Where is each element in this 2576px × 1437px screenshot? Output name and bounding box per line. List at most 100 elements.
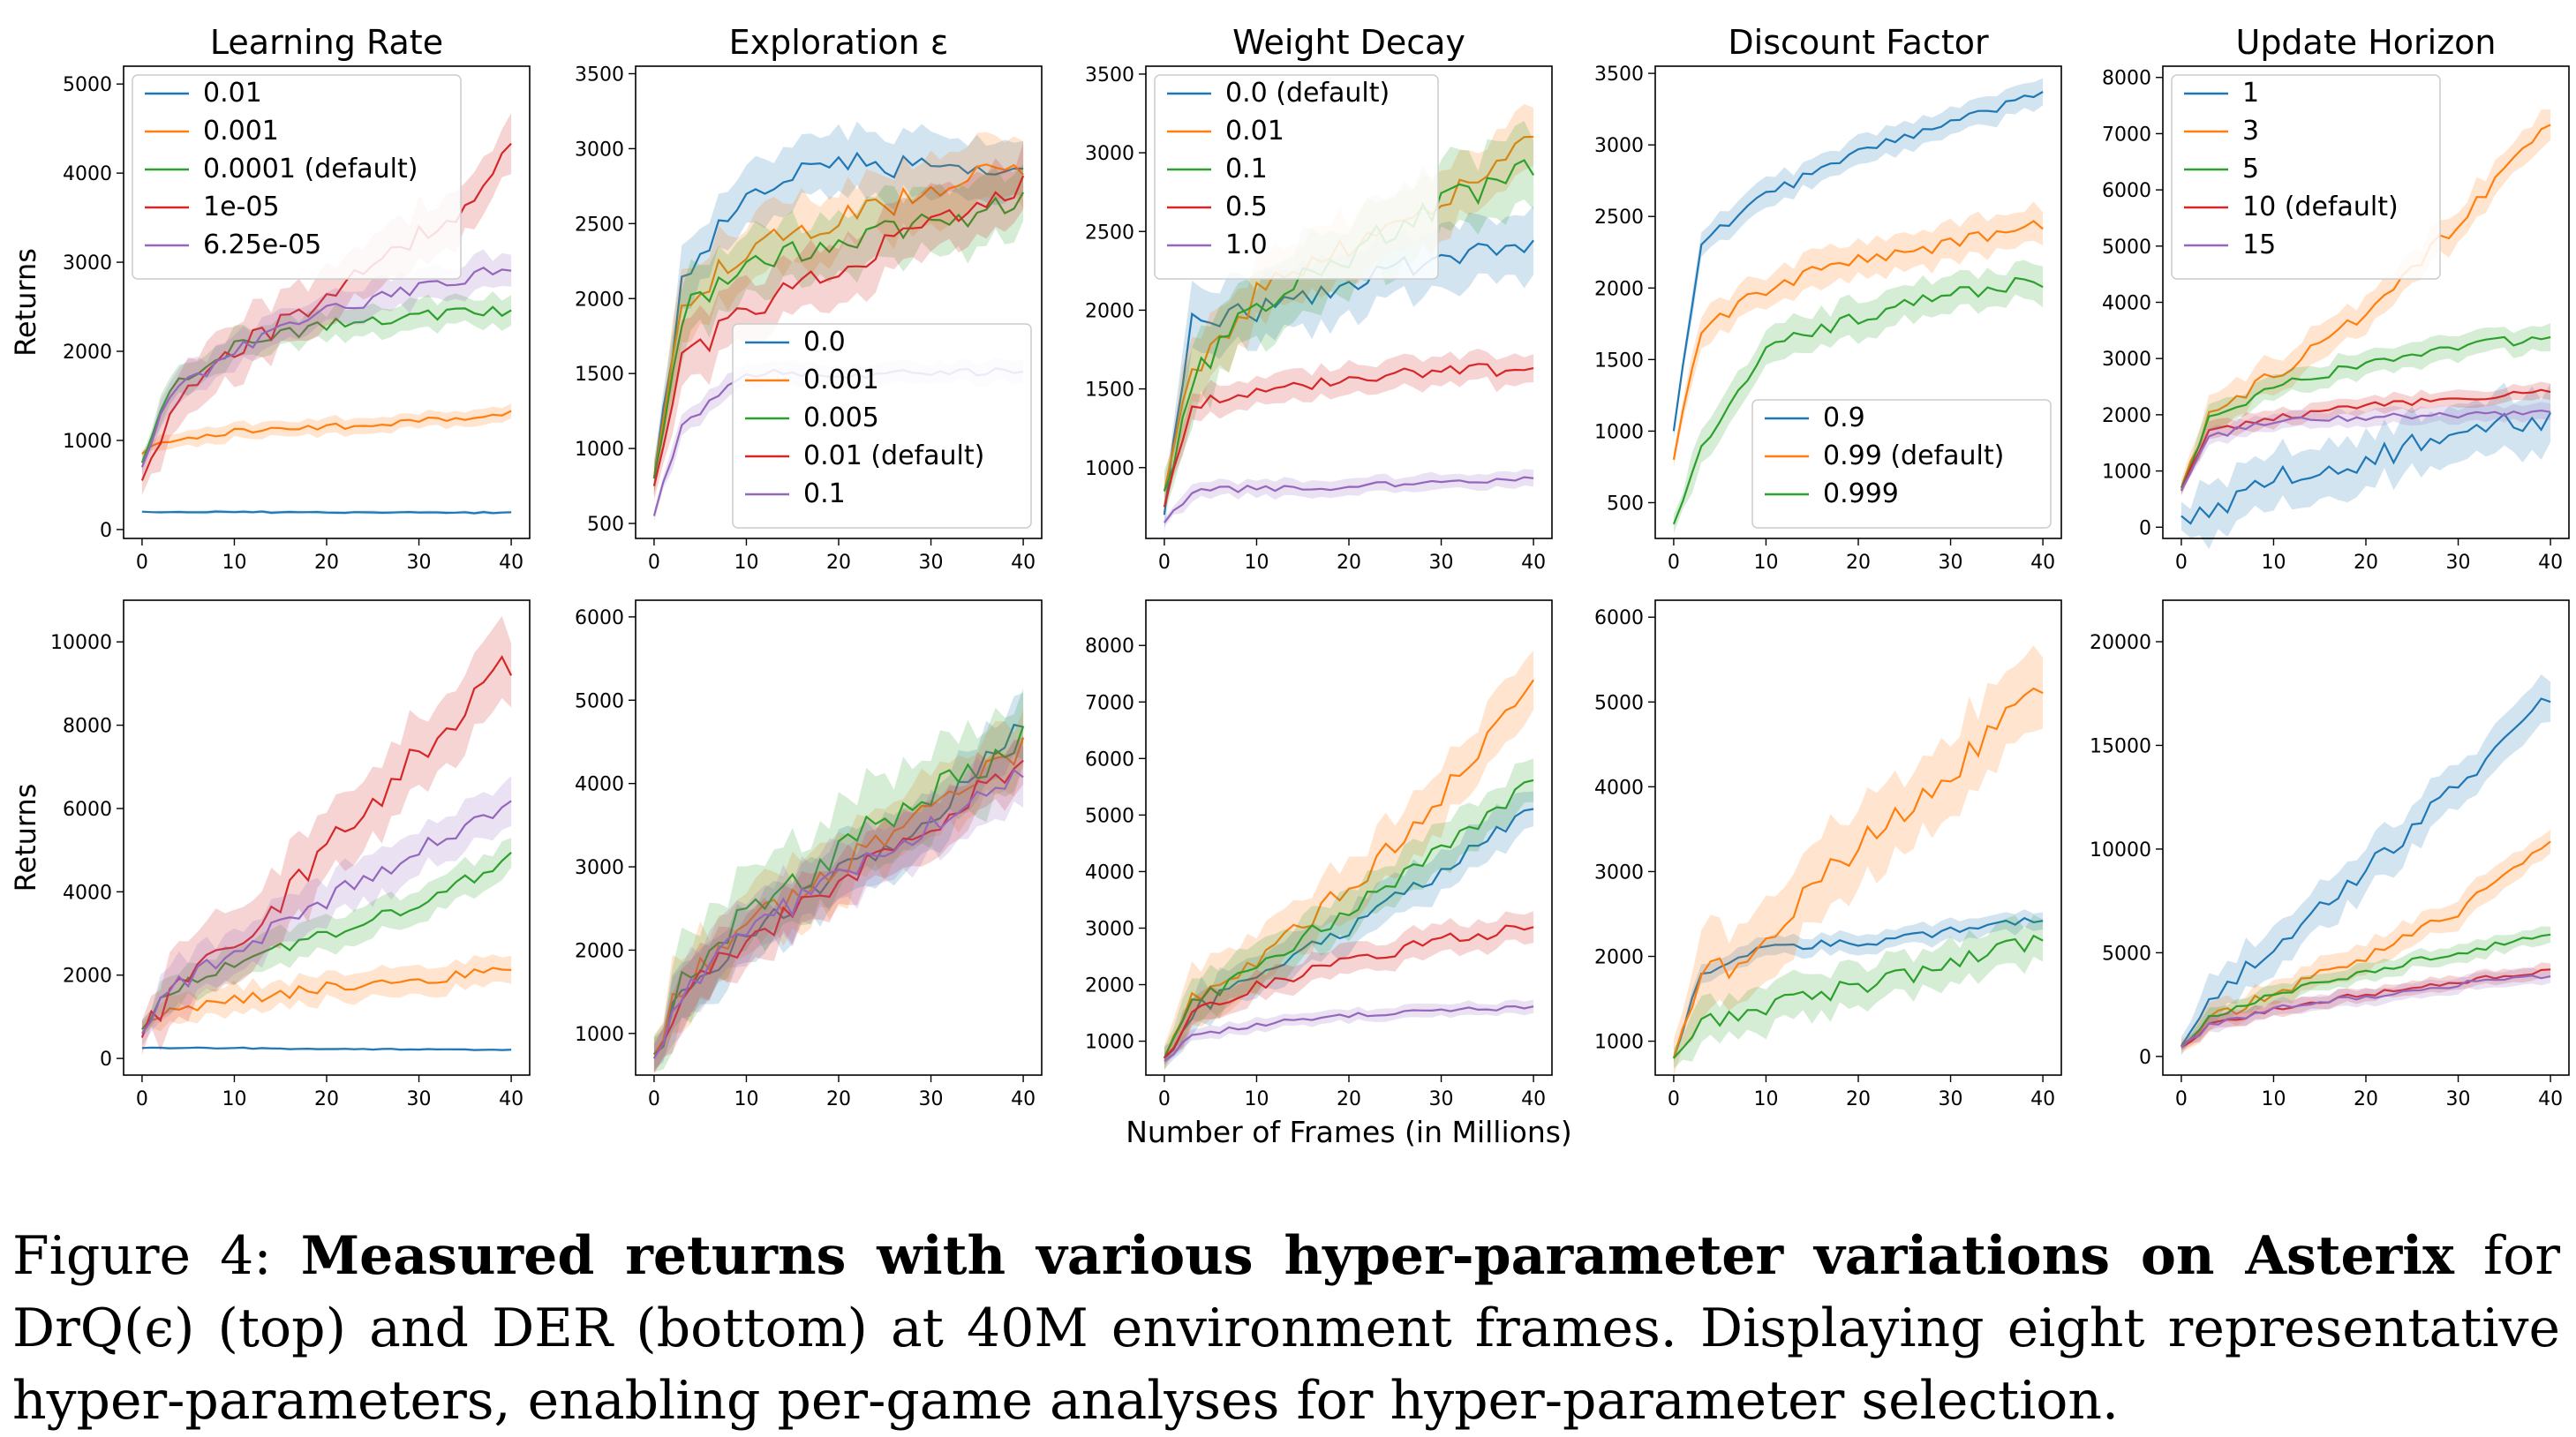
legend-entry: 6.25e-05 (203, 229, 321, 260)
y-tick-label: 5000 (1594, 692, 1644, 714)
panel-4: 0 10 20 30 40 500 1000 1500 2000 2500 3000 3500 Disc… (1594, 23, 2062, 574)
series-line-5 (2180, 409, 2551, 492)
series-band-2 (653, 710, 1024, 1074)
x-tick-label: 30 (919, 1088, 944, 1110)
y-tick-label: 1500 (575, 364, 624, 386)
legend-entry: 0.1 (1225, 154, 1268, 184)
y-tick-label: 2000 (63, 966, 112, 988)
series-band-1 (2181, 674, 2551, 1056)
series-band-3 (2181, 926, 2551, 1050)
x-tick-label: 0 (648, 1088, 660, 1110)
series-band-5 (2181, 402, 2551, 495)
y-tick-label: 2500 (1594, 207, 1644, 229)
y-tick-label: 1000 (2102, 462, 2151, 484)
x-tick-label: 0 (648, 552, 660, 574)
y-tick-label: 3000 (2102, 349, 2151, 371)
x-tick-label: 0 (1158, 552, 1171, 574)
x-tick-label: 30 (1429, 552, 1454, 574)
y-tick-label: 2000 (63, 342, 112, 364)
series-band-4 (2181, 962, 2551, 1050)
series-band-3 (1164, 758, 1534, 1069)
series-line-2 (652, 163, 1024, 479)
series-band-3 (2181, 323, 2551, 493)
panel-7: 0 10 20 30 40 1000 2000 3000 4000 5000 6000 (575, 599, 1043, 1110)
y-tick-label: 3000 (1594, 135, 1644, 157)
y-axis-label: Returns (9, 248, 42, 357)
series-line-1 (2181, 411, 2552, 525)
x-tick-label: 30 (1939, 1088, 1963, 1110)
y-tick-label: 10000 (2090, 839, 2151, 861)
series-band-1 (1673, 909, 2044, 1064)
y-tick-label: 3000 (1594, 861, 1644, 884)
series-band-2 (141, 954, 512, 1036)
series-band-1 (2181, 382, 2551, 550)
legend-entry: 15 (2242, 229, 2276, 260)
y-tick-label: 1500 (1085, 380, 1134, 402)
legend-entry: 5 (2242, 154, 2259, 184)
legend-entry: 0.99 (default) (1823, 440, 2004, 471)
y-tick-label: 6000 (575, 607, 624, 629)
y-tick-label: 1000 (63, 431, 112, 453)
series-band-4 (1164, 911, 1534, 1065)
x-tick-label: 40 (1521, 552, 1546, 574)
y-tick-label: 6000 (2102, 180, 2151, 202)
legend-entry: 0.999 (1823, 478, 1899, 509)
y-tick-label: 1000 (575, 1024, 624, 1046)
x-axis-label: Number of Frames (in Millions) (1126, 1115, 1572, 1149)
series-band-2 (2181, 109, 2551, 497)
panel-10: 0 10 20 30 40 0 5000 10000 15000 20000 (2090, 599, 2570, 1110)
x-tick-label: 20 (1846, 1088, 1871, 1110)
x-tick-label: 40 (499, 552, 523, 574)
y-tick-label: 5000 (2102, 237, 2151, 259)
y-tick-label: 5000 (575, 690, 624, 712)
series-line-1 (1164, 808, 1534, 1059)
x-tick-label: 30 (407, 1088, 432, 1110)
legend-box (1154, 74, 1439, 280)
y-tick-label: 8000 (63, 716, 112, 738)
legend-entry: 0.01 (1225, 116, 1284, 147)
series-line-3 (653, 726, 1025, 1056)
x-tick-label: 10 (2261, 552, 2286, 574)
panel-6: 0 10 20 30 40 0 2000 4000 6000 8000 10000 Returns (9, 599, 531, 1110)
series-line-3 (2181, 933, 2551, 1047)
legend-entry: 0.01 (default) (803, 440, 984, 471)
legend-box (732, 323, 1032, 529)
series-line-4 (2180, 388, 2551, 492)
series-band-3 (1164, 121, 1534, 513)
x-tick-label: 10 (222, 552, 246, 574)
figure-caption: Figure 4: Measured returns with various … (12, 1220, 2560, 1437)
series-line-3 (141, 851, 512, 1030)
legend-entry: 0.9 (1823, 403, 1865, 433)
y-tick-label: 1000 (1085, 1032, 1134, 1054)
figure: 0 10 20 30 40 0 1000 2000 3000 4000 5000 Learning R… (9, 23, 2570, 1149)
x-tick-label: 20 (1846, 552, 1871, 574)
panel-title: Weight Decay (1232, 23, 1465, 62)
x-tick-label: 30 (2446, 552, 2471, 574)
y-tick-label: 8000 (2102, 68, 2151, 90)
x-tick-label: 30 (2446, 1088, 2471, 1110)
x-tick-label: 40 (2538, 552, 2563, 574)
series-line-2 (1672, 220, 2044, 461)
y-tick-label: 7000 (1085, 692, 1134, 714)
panel-5: 0 10 20 30 40 0 1000 2000 3000 4000 5000 6000 7000 80… (2102, 23, 2570, 574)
series-band-3 (141, 291, 512, 471)
series-band-4 (653, 142, 1024, 500)
series-line-2 (141, 967, 512, 1030)
y-tick-label: 1000 (1085, 458, 1134, 480)
legend: 0.9 0.99 (default) 0.999 (1751, 399, 2052, 529)
y-tick-label: 3000 (575, 857, 624, 879)
legend-entry: 0.005 (803, 403, 879, 433)
series-line-5 (652, 768, 1024, 1059)
x-tick-label: 40 (1011, 1088, 1036, 1110)
series-line-2 (1163, 679, 1535, 1059)
x-tick-label: 10 (2261, 1088, 2286, 1110)
y-tick-label: 3500 (1594, 64, 1644, 86)
y-tick-label: 4000 (1085, 861, 1134, 884)
x-tick-label: 0 (1668, 552, 1680, 574)
x-tick-label: 40 (2030, 1088, 2055, 1110)
legend-entry: 0.0 (default) (1225, 78, 1390, 109)
y-tick-label: 4000 (63, 882, 112, 904)
x-tick-label: 30 (1939, 552, 1963, 574)
series-line-1 (653, 723, 1024, 1056)
y-tick-label: 6000 (1085, 749, 1134, 771)
